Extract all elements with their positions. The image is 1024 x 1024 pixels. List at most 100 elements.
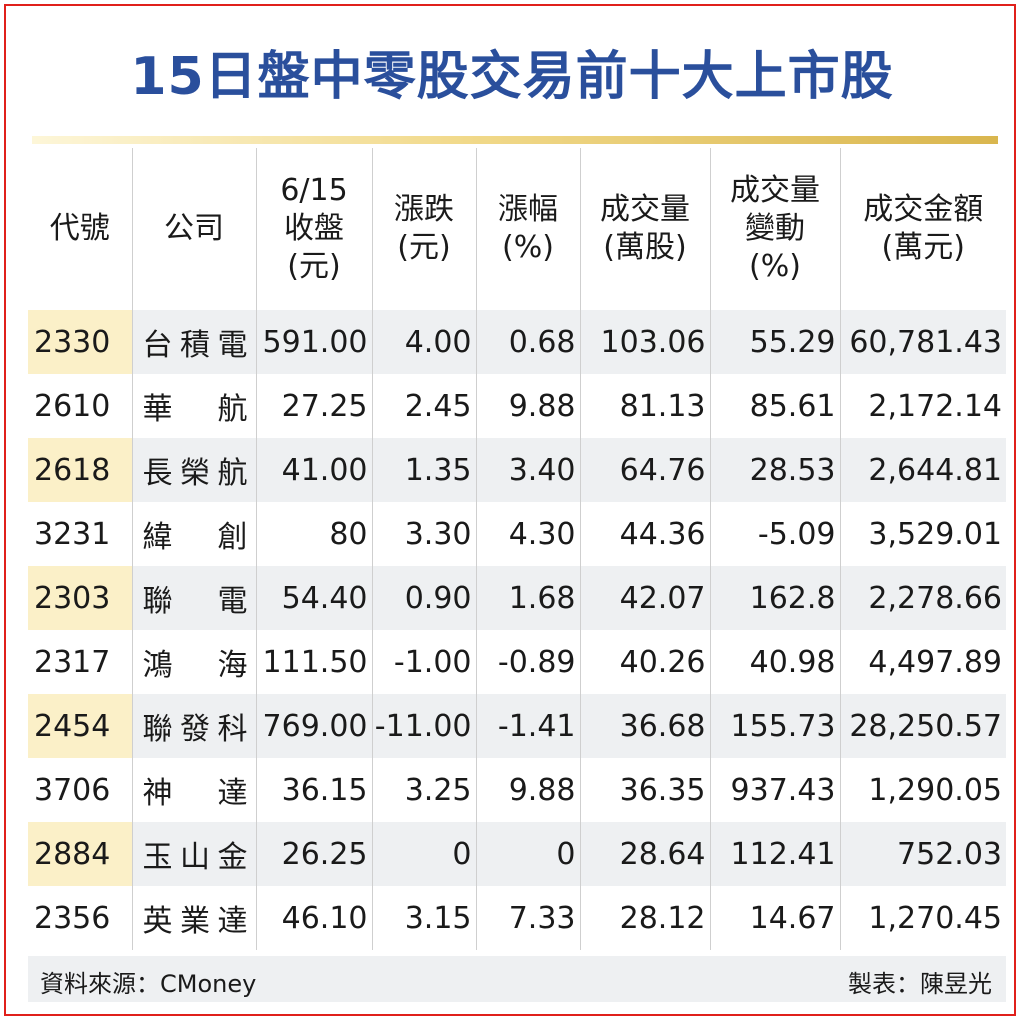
cell-change: -11.00 xyxy=(371,694,476,758)
title-divider xyxy=(32,136,998,144)
cell-change-pct: 9.88 xyxy=(475,374,580,438)
cell-code: 2454 xyxy=(28,694,132,758)
table-row: 2454 聯發科 769.00 -11.00 -1.41 36.68 155.7… xyxy=(28,694,1006,758)
table-row: 2356 英業達 46.10 3.15 7.33 28.12 14.67 1,2… xyxy=(28,886,1006,950)
cell-code: 2884 xyxy=(28,822,132,886)
cell-change: 4.00 xyxy=(371,310,476,374)
cell-change: 2.45 xyxy=(371,374,476,438)
cell-volume-change: 112.41 xyxy=(709,822,840,886)
cell-company: 聯發科 xyxy=(131,694,256,758)
cell-change-pct: -0.89 xyxy=(475,630,580,694)
cell-change: 3.30 xyxy=(371,502,476,566)
cell-amount: 1,270.45 xyxy=(839,886,1006,950)
cell-code: 2610 xyxy=(28,374,132,438)
cell-change-pct: 9.88 xyxy=(475,758,580,822)
cell-change: 0.90 xyxy=(371,566,476,630)
cell-volume-change: 937.43 xyxy=(709,758,840,822)
cell-change: -1.00 xyxy=(371,630,476,694)
cell-change-pct: 3.40 xyxy=(475,438,580,502)
cell-change-pct: 0.68 xyxy=(475,310,580,374)
header-volume: 成交量 (萬股) xyxy=(579,148,710,310)
cell-amount: 2,278.66 xyxy=(839,566,1006,630)
cell-volume: 44.36 xyxy=(579,502,710,566)
cell-volume-change: 14.67 xyxy=(709,886,840,950)
cell-volume-change: 85.61 xyxy=(709,374,840,438)
cell-company: 鴻海 xyxy=(131,630,256,694)
cell-amount: 28,250.57 xyxy=(839,694,1006,758)
table-row: 3706 神達 36.15 3.25 9.88 36.35 937.43 1,2… xyxy=(28,758,1006,822)
header-change-pct: 漲幅 (%) xyxy=(475,148,580,310)
cell-amount: 1,290.05 xyxy=(839,758,1006,822)
table-row: 2884 玉山金 26.25 0 0 28.64 112.41 752.03 xyxy=(28,822,1006,886)
cell-close: 111.50 xyxy=(255,630,372,694)
cell-amount: 2,172.14 xyxy=(839,374,1006,438)
cell-volume: 36.68 xyxy=(579,694,710,758)
cell-volume: 28.64 xyxy=(579,822,710,886)
cell-close: 36.15 xyxy=(255,758,372,822)
cell-close: 46.10 xyxy=(255,886,372,950)
cell-volume: 40.26 xyxy=(579,630,710,694)
cell-change-pct: 4.30 xyxy=(475,502,580,566)
table-row: 2610 華航 27.25 2.45 9.88 81.13 85.61 2,17… xyxy=(28,374,1006,438)
cell-company: 緯創 xyxy=(131,502,256,566)
cell-code: 2618 xyxy=(28,438,132,502)
cell-company: 玉山金 xyxy=(131,822,256,886)
cell-volume-change: 55.29 xyxy=(709,310,840,374)
cell-change-pct: 1.68 xyxy=(475,566,580,630)
cell-company: 聯電 xyxy=(131,566,256,630)
header-company: 公司 xyxy=(131,148,256,310)
cell-amount: 2,644.81 xyxy=(839,438,1006,502)
cell-company: 英業達 xyxy=(131,886,256,950)
header-row: 代號 公司 6/15 收盤 (元) 漲跌 (元) 漲幅 (%) 成交量 (萬股)… xyxy=(28,148,1006,310)
cell-volume-change: 155.73 xyxy=(709,694,840,758)
cell-close: 769.00 xyxy=(255,694,372,758)
cell-change: 0 xyxy=(371,822,476,886)
cell-change-pct: 7.33 xyxy=(475,886,580,950)
cell-code: 2330 xyxy=(28,310,132,374)
cell-amount: 3,529.01 xyxy=(839,502,1006,566)
cell-volume: 36.35 xyxy=(579,758,710,822)
cell-volume: 81.13 xyxy=(579,374,710,438)
cell-change-pct: -1.41 xyxy=(475,694,580,758)
cell-close: 80 xyxy=(255,502,372,566)
cell-company: 長榮航 xyxy=(131,438,256,502)
header-amount: 成交金額 (萬元) xyxy=(839,148,1006,310)
cell-code: 2303 xyxy=(28,566,132,630)
table-row: 2330 台積電 591.00 4.00 0.68 103.06 55.29 6… xyxy=(28,310,1006,374)
header-change: 漲跌 (元) xyxy=(371,148,476,310)
cell-volume-change: -5.09 xyxy=(709,502,840,566)
table-footer: 資料來源：CMoney 製表：陳昱光 xyxy=(28,956,1006,1002)
maker-credit: 製表：陳昱光 xyxy=(848,970,992,998)
stock-table: 代號 公司 6/15 收盤 (元) 漲跌 (元) 漲幅 (%) 成交量 (萬股)… xyxy=(28,148,1006,950)
cell-code: 3231 xyxy=(28,502,132,566)
cell-volume: 103.06 xyxy=(579,310,710,374)
cell-close: 54.40 xyxy=(255,566,372,630)
cell-volume: 42.07 xyxy=(579,566,710,630)
cell-company: 神達 xyxy=(131,758,256,822)
cell-change: 3.25 xyxy=(371,758,476,822)
cell-code: 3706 xyxy=(28,758,132,822)
cell-close: 26.25 xyxy=(255,822,372,886)
header-volume-change: 成交量 變動 (%) xyxy=(709,148,840,310)
table-row: 2317 鴻海 111.50 -1.00 -0.89 40.26 40.98 4… xyxy=(28,630,1006,694)
cell-company: 華航 xyxy=(131,374,256,438)
cell-company: 台積電 xyxy=(131,310,256,374)
cell-code: 2356 xyxy=(28,886,132,950)
cell-volume: 28.12 xyxy=(579,886,710,950)
cell-change-pct: 0 xyxy=(475,822,580,886)
header-close: 6/15 收盤 (元) xyxy=(255,148,372,310)
table-row: 3231 緯創 80 3.30 4.30 44.36 -5.09 3,529.0… xyxy=(28,502,1006,566)
cell-change: 3.15 xyxy=(371,886,476,950)
cell-amount: 60,781.43 xyxy=(839,310,1006,374)
cell-volume-change: 162.8 xyxy=(709,566,840,630)
cell-amount: 752.03 xyxy=(839,822,1006,886)
cell-close: 41.00 xyxy=(255,438,372,502)
cell-close: 27.25 xyxy=(255,374,372,438)
page-title: 15日盤中零股交易前十大上市股 xyxy=(130,47,894,107)
cell-volume-change: 40.98 xyxy=(709,630,840,694)
table-row: 2618 長榮航 41.00 1.35 3.40 64.76 28.53 2,6… xyxy=(28,438,1006,502)
cell-volume-change: 28.53 xyxy=(709,438,840,502)
source-note: 資料來源：CMoney xyxy=(40,970,257,998)
cell-code: 2317 xyxy=(28,630,132,694)
cell-change: 1.35 xyxy=(371,438,476,502)
